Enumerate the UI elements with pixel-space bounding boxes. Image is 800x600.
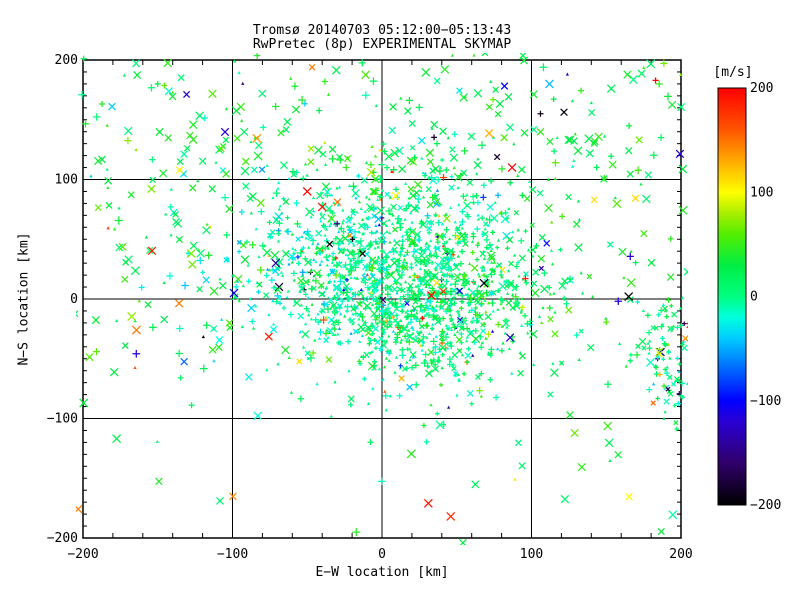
x-axis-label: E−W location [km] [315, 565, 449, 580]
colorbar-unit-label: [m/s] [713, 65, 753, 80]
colorbar-tick-label: −100 [750, 394, 781, 409]
colorbar-gradient [717, 87, 747, 506]
colorbar-tick-label: 0 [750, 290, 758, 305]
colorbar-tick-label: −200 [750, 498, 781, 513]
scatter-layer [76, 53, 688, 545]
y-axis-label: N−S location [km] [16, 232, 32, 366]
plot-title-line1: Tromsø 20140703 05:12:00−05:13:43 [252, 23, 512, 38]
plot-title-line2: RwPretec (8p) EXPERIMENTAL SKYMAP [252, 37, 512, 52]
y-tick-label: −100 [47, 412, 78, 427]
x-tick-label: 200 [669, 547, 692, 562]
x-tick-label: 100 [520, 547, 543, 562]
colorbar-tick-label: 100 [750, 185, 773, 200]
y-tick-label: 0 [70, 292, 78, 307]
x-tick-label: −200 [67, 547, 98, 562]
y-tick-label: 100 [55, 173, 78, 188]
x-tick-label: −100 [217, 547, 248, 562]
colorbar-tick-label: 200 [750, 81, 773, 96]
x-tick-label: 0 [378, 547, 386, 562]
tick-layer [82, 59, 682, 539]
y-tick-label: 200 [55, 53, 78, 68]
y-tick-label: −200 [47, 531, 78, 546]
